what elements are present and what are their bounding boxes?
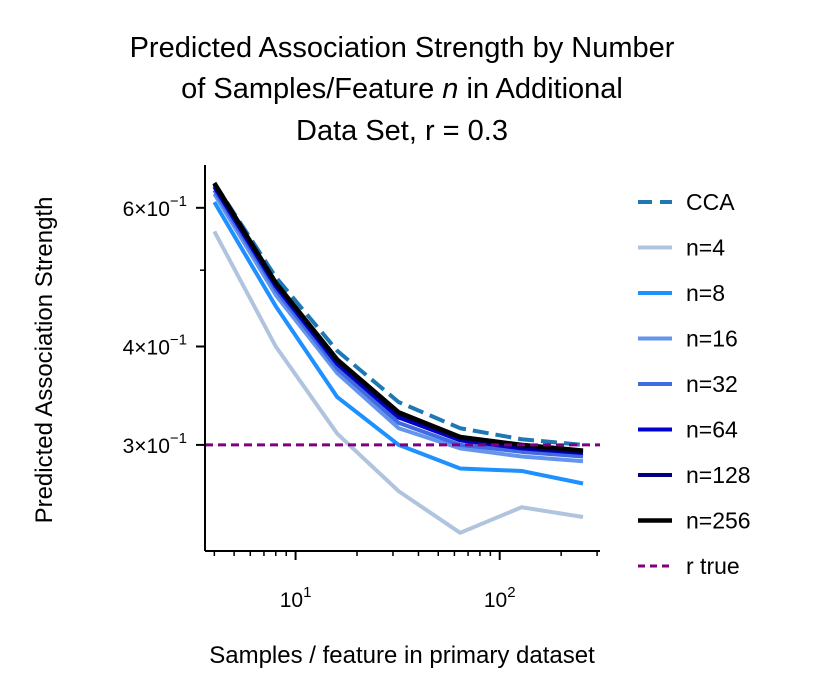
series-line-n-16 (212, 192, 584, 464)
chart-title-line-2a: of Samples/Feature (181, 73, 442, 105)
series-line-n-8 (212, 201, 584, 486)
y-tick-label: 3×10−1 (123, 430, 187, 458)
y-axis-ticks: 6×10−1 4×10−1 3×10−1 (123, 193, 205, 458)
chart-title: Predicted Association Strength by Number… (130, 32, 675, 147)
series-line-cca (212, 181, 584, 447)
x-axis-ticks: 101 102 (213, 551, 598, 612)
legend-label: n=256 (686, 508, 751, 534)
legend-label: n=4 (686, 235, 725, 261)
legend-item-n-16: n=16 (638, 326, 738, 352)
legend-item-r-true: r true (638, 553, 740, 579)
legend-item-n-8: n=8 (638, 280, 725, 306)
chart-title-line-2b: in Additional (458, 73, 622, 105)
series-line-n-32 (212, 188, 584, 459)
legend-item-n-256: n=256 (638, 508, 751, 534)
legend-item-cca: CCA (638, 189, 735, 215)
x-axis-label: Samples / feature in primary dataset (209, 642, 595, 669)
legend-label: n=8 (686, 280, 725, 306)
legend: CCA n=4 n=8 n=16 n=32 n=64 n=128 n=256 r true (638, 189, 751, 579)
series-line-n-4 (212, 230, 584, 535)
legend-label: CCA (686, 189, 735, 215)
legend-label: n=32 (686, 371, 738, 397)
chart-title-line-1: Predicted Association Strength by Number (130, 32, 675, 64)
legend-item-n-4: n=4 (638, 235, 725, 261)
legend-label: r true (686, 553, 740, 579)
legend-item-n-64: n=64 (638, 417, 738, 443)
x-tick-label: 101 (280, 584, 312, 612)
plot-area (205, 181, 600, 535)
legend-label: n=16 (686, 326, 738, 352)
legend-item-n-128: n=128 (638, 462, 751, 488)
legend-item-n-32: n=32 (638, 371, 738, 397)
chart-title-variable: n (442, 73, 458, 105)
series-line-n-256 (212, 181, 584, 453)
y-axis-label: Predicted Association Strength (31, 197, 58, 524)
chart-title-line-2: of Samples/Feature n in Additional (181, 73, 623, 105)
legend-label: n=128 (686, 462, 751, 488)
chart-title-line-3: Data Set, r = 0.3 (296, 115, 508, 147)
x-tick-label: 102 (484, 584, 516, 612)
y-tick-label: 6×10−1 (123, 193, 187, 221)
legend-label: n=64 (686, 417, 738, 443)
y-tick-label: 4×10−1 (123, 332, 187, 360)
